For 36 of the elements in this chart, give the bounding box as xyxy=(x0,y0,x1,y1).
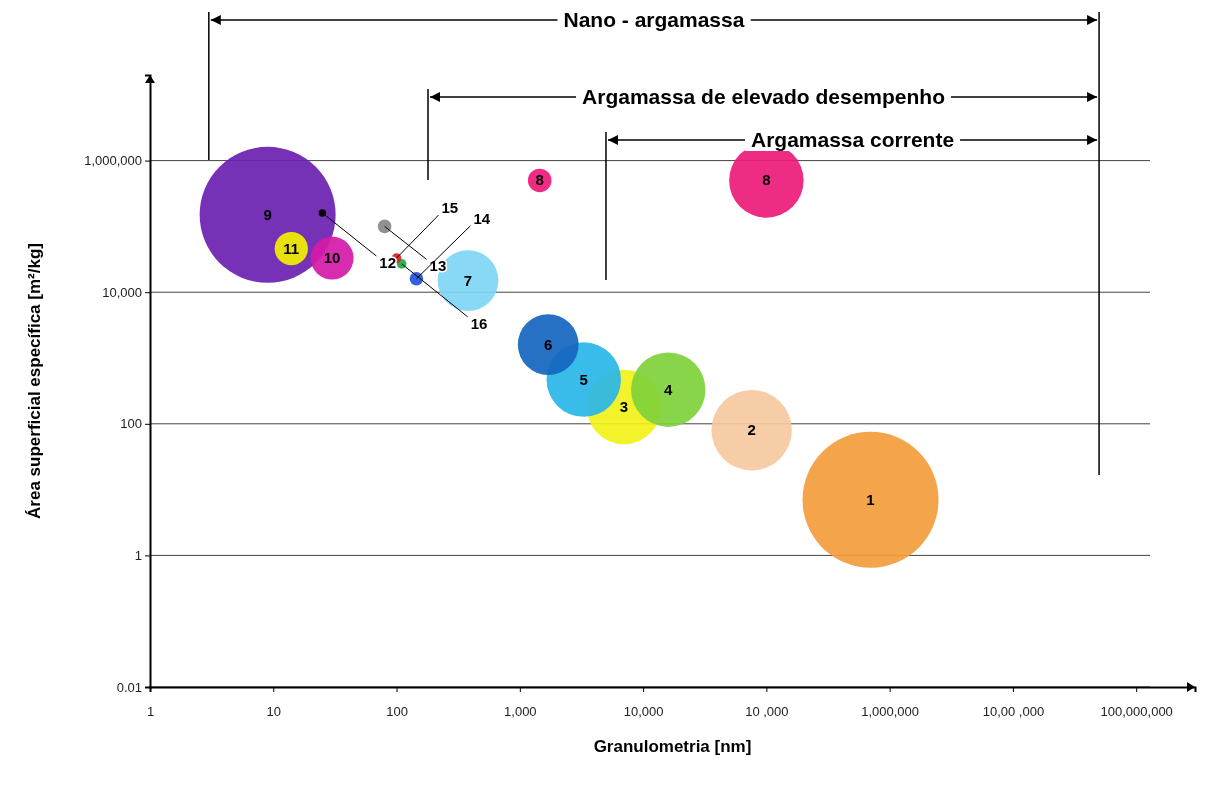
annotation: 15 xyxy=(441,199,459,217)
annotation: 10 xyxy=(323,249,341,267)
x-tick-label: 1 xyxy=(146,703,155,719)
annotation: 4 xyxy=(664,380,674,398)
x-tick-label: 10,000 xyxy=(623,703,664,719)
text: Nano - argamassa xyxy=(563,8,745,31)
y-axis-title: Área superficial específica [m²/kg] xyxy=(25,243,44,519)
annotation: 8 xyxy=(535,171,544,189)
annotation: 12 xyxy=(379,253,397,271)
annotation: 14 xyxy=(473,209,491,227)
y-tick-label: 100 xyxy=(120,416,142,432)
x-tick-label: 100 xyxy=(386,703,408,719)
x-tick-label: 10,00 ,000 xyxy=(982,703,1045,719)
annotation: 1 xyxy=(866,490,875,508)
annotation: Argamassa de elevado desempenho xyxy=(582,85,946,108)
y-tick-label: 1 xyxy=(134,548,142,564)
annotation: 2 xyxy=(747,421,756,439)
x-axis-title: Granulometria [nm] xyxy=(593,737,752,756)
annotation: 7 xyxy=(463,271,473,289)
annotation: 16 xyxy=(470,314,488,332)
annotation: 6 xyxy=(544,335,553,353)
annotation: 5 xyxy=(579,370,588,388)
annotation: 13 xyxy=(429,257,447,275)
x-tick-label: 10 xyxy=(266,703,282,719)
x-tick-label: 1,000 xyxy=(504,703,537,719)
x-tick-label: 1,000,000 xyxy=(861,703,920,719)
annotation: 8 xyxy=(762,171,771,189)
x-tick-label: 100,000,000 xyxy=(1100,703,1173,719)
annotation: Argamassa corrente xyxy=(750,128,955,151)
x-tick-label: 10 ,000 xyxy=(745,703,789,719)
annotation: 9 xyxy=(263,205,272,223)
y-tick-label: 10,000 xyxy=(102,284,142,300)
annotation: 3 xyxy=(619,398,629,416)
y-tick-label: 1,000,000 xyxy=(84,153,142,169)
annotation: 11 xyxy=(283,239,300,257)
y-tick-label: 0.01 xyxy=(116,679,142,695)
